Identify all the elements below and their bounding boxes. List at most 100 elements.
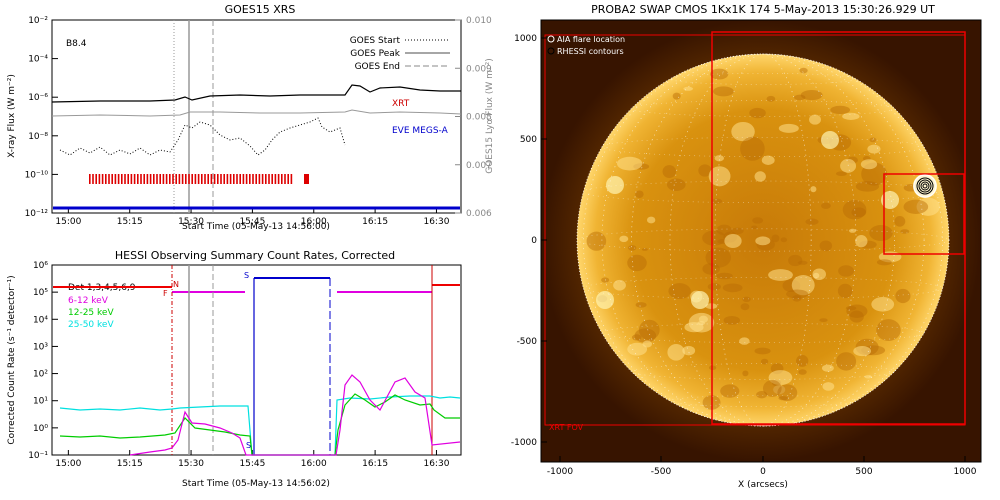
hessi-fov-box — [883, 173, 965, 255]
goes-xrt-mark — [245, 174, 248, 184]
hessi-y-tick-label: 10⁴ — [33, 315, 48, 325]
goes-flare-class: B8.4 — [66, 39, 87, 49]
sun-texture-blob — [756, 391, 768, 399]
goes-xrt-mark — [117, 174, 120, 184]
hessi-y-tick-label: 10⁻¹ — [28, 451, 48, 461]
rhessi-legend-symbol — [547, 47, 555, 55]
swap-y-ticks: 1000 500 0 -500 -1000 — [511, 34, 547, 448]
sun-texture-blob — [855, 235, 868, 248]
hessi-marker-s1: S — [244, 271, 249, 280]
sun-texture-blob — [822, 382, 835, 391]
goes-xrt-mark — [284, 174, 286, 184]
goes-x-tick-label: 15:00 — [55, 217, 81, 227]
sun-texture-blob — [702, 263, 720, 275]
sun-texture-blob — [895, 288, 911, 304]
swap-x-label: X (arcsecs) — [738, 480, 788, 490]
hessi-x-tick-label: 16:30 — [423, 459, 449, 469]
sun-texture-blob — [867, 144, 881, 154]
hessi-x-tick-label: 15:15 — [117, 459, 143, 469]
hessi-y-tick-label: 10¹ — [33, 397, 48, 407]
goes-xrt-mark — [277, 174, 280, 184]
goes-xrt-mark — [146, 174, 149, 184]
goes-xrt-mark — [124, 174, 126, 184]
sun-texture-blob — [903, 199, 929, 214]
sun-texture-blob — [698, 164, 712, 177]
sun-texture-blob — [819, 240, 833, 252]
sun-texture-blob — [754, 171, 766, 182]
sun-texture-blob — [711, 198, 723, 204]
hessi-x-tick-label: 15:30 — [178, 459, 204, 469]
sun-texture-blob — [716, 224, 732, 236]
sun-texture-blob — [708, 166, 731, 187]
sun-texture-blob — [638, 319, 660, 340]
sun-texture-blob — [766, 95, 776, 102]
goes-xrt-coverage — [89, 174, 293, 184]
goes-xrt-mark — [108, 174, 110, 184]
goes-xrt-mark — [159, 174, 161, 184]
sun-texture-blob — [731, 121, 755, 142]
sun-texture-blob — [916, 197, 940, 216]
goes-xrt-mark — [290, 174, 293, 184]
goes-xrt-mark — [121, 174, 123, 184]
sun-texture-blob — [864, 375, 873, 379]
hessi-curve-25-50 — [59, 395, 461, 456]
swap-y-tick-label: 500 — [520, 135, 537, 145]
sun-texture-blob — [627, 342, 648, 356]
sun-longitude-line — [601, 53, 925, 427]
goes-xrt-block — [304, 174, 309, 184]
goes-y-tick-right-label: 0.008 — [466, 113, 492, 123]
sun-latitude-line — [583, 277, 943, 300]
legend-rhessi: RHESSI contours — [557, 47, 624, 56]
goes-xrt-mark — [105, 174, 107, 184]
goes-y-tick-right-label: 0.007 — [466, 161, 492, 171]
swap-title: PROBA2 SWAP CMOS 1Kx1K 174 5-May-2013 15… — [591, 3, 935, 16]
legend-goes-peak: GOES Peak — [350, 49, 400, 59]
swap-y-tick-label: 1000 — [514, 34, 537, 44]
sun-bright-region — [821, 131, 839, 149]
sun-texture-blob — [724, 233, 742, 249]
sun-texture-blob — [830, 105, 851, 115]
sun-texture-blob — [635, 190, 644, 199]
goes-xrt-mark — [101, 174, 104, 184]
sun-texture-blob — [819, 318, 828, 323]
sun-texture-blob — [876, 259, 892, 266]
sun-texture-blob — [601, 277, 610, 283]
goes-lya-channel — [51, 109, 462, 117]
hessi-x-tick-label: 15:00 — [55, 459, 81, 469]
sun-bright-region — [881, 191, 899, 209]
rhessi-contours — [913, 174, 937, 198]
hessi-x-tick-label: 15:45 — [239, 459, 265, 469]
sun-latitude-line — [631, 100, 895, 117]
goes-xrt-mark — [98, 174, 101, 184]
goes-xrt-mark — [249, 174, 251, 184]
goes-xrt-mark — [223, 174, 225, 184]
goes-xrt-mark — [226, 174, 229, 184]
goes-y-tick-right-label: 0.006 — [466, 209, 492, 219]
sun-latitude-line — [601, 137, 925, 157]
goes-x-tick-label: 15:15 — [117, 217, 143, 227]
goes-xrt-mark — [162, 174, 165, 184]
swap-x-tick-label: -500 — [651, 467, 672, 477]
sun-longitude-line — [669, 53, 857, 427]
hessi-panel: HESSI Observing Summary Count Rates, Cor… — [7, 249, 462, 489]
sun-texture-blob — [788, 254, 803, 267]
sun-texture-blob — [846, 304, 868, 318]
swap-x-tick-label: 0 — [760, 467, 766, 477]
sun-texture-blob — [778, 396, 788, 401]
swap-y-tick-label: 0 — [531, 236, 537, 246]
goes-xrt-mark — [143, 174, 145, 184]
sun-texture-blob — [722, 283, 743, 293]
sun-latitude-line — [576, 228, 950, 252]
sun-texture-blob — [821, 202, 831, 209]
swap-x-tick-label: 1000 — [954, 467, 977, 477]
sun-texture-blob — [672, 92, 681, 100]
goes-xrt-mark — [210, 174, 213, 184]
aia-legend-symbol — [547, 35, 555, 43]
goes-y-tick-label: 10⁻⁶ — [28, 93, 48, 103]
sun-texture-blob — [853, 346, 872, 357]
sun-texture-blob — [768, 269, 793, 281]
sun-texture-blob — [707, 283, 721, 291]
hessi-curve-6-12 — [129, 374, 461, 456]
sun-texture-blob — [731, 227, 744, 235]
goes-xrt-mark — [207, 174, 209, 184]
